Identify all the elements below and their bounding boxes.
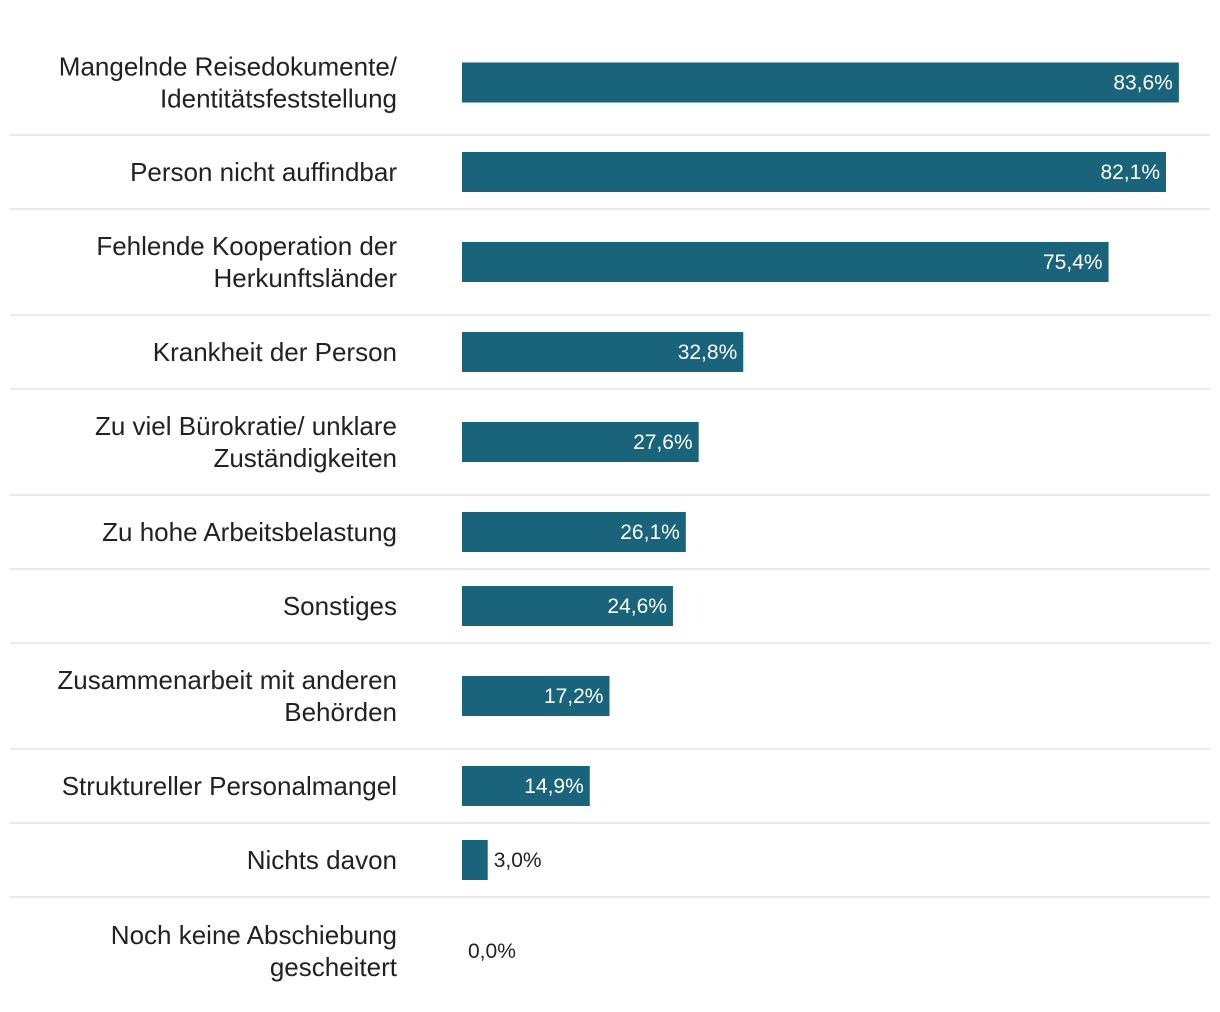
- value-label: 26,1%: [620, 521, 680, 544]
- value-label: 14,9%: [524, 775, 584, 798]
- bar: [462, 586, 673, 626]
- bar: [462, 422, 699, 462]
- category-label: Struktureller Personalmangel: [62, 771, 397, 801]
- bar: [462, 840, 488, 880]
- category-label: Krankheit der Person: [153, 337, 397, 367]
- category-label: Sonstiges: [283, 591, 397, 621]
- category-label: Noch keine Abschiebung gescheitert: [111, 920, 398, 982]
- bar: [462, 242, 1109, 282]
- bar: [462, 676, 610, 716]
- value-label: 27,6%: [633, 431, 693, 454]
- bar: [462, 332, 744, 372]
- category-label: Nichts davon: [247, 845, 397, 875]
- category-label: Zu viel Bürokratie/ unklare Zuständigkeit…: [95, 411, 397, 473]
- value-label: 3,0%: [494, 849, 542, 872]
- category-label: Fehlende Kooperation der Herkunftsländer: [96, 231, 397, 293]
- bar: [462, 766, 590, 806]
- bar: [462, 152, 1167, 192]
- value-label: 82,1%: [1100, 161, 1160, 184]
- value-label: 24,6%: [607, 595, 667, 618]
- value-label: 0,0%: [468, 940, 516, 963]
- category-label: Person nicht auffindbar: [130, 157, 397, 187]
- value-label: 83,6%: [1113, 72, 1173, 95]
- category-label: Zu hohe Arbeitsbelastung: [102, 517, 397, 547]
- category-label: Mangelnde Reisedokumente/Identitätsfests…: [59, 52, 398, 114]
- category-label: Zusammenarbeit mit anderen Behörden: [57, 665, 397, 727]
- value-label: 32,8%: [678, 341, 738, 364]
- bar: [462, 62, 1179, 103]
- value-label: 75,4%: [1043, 251, 1103, 274]
- value-label: 17,2%: [544, 685, 604, 708]
- bar: [462, 512, 686, 552]
